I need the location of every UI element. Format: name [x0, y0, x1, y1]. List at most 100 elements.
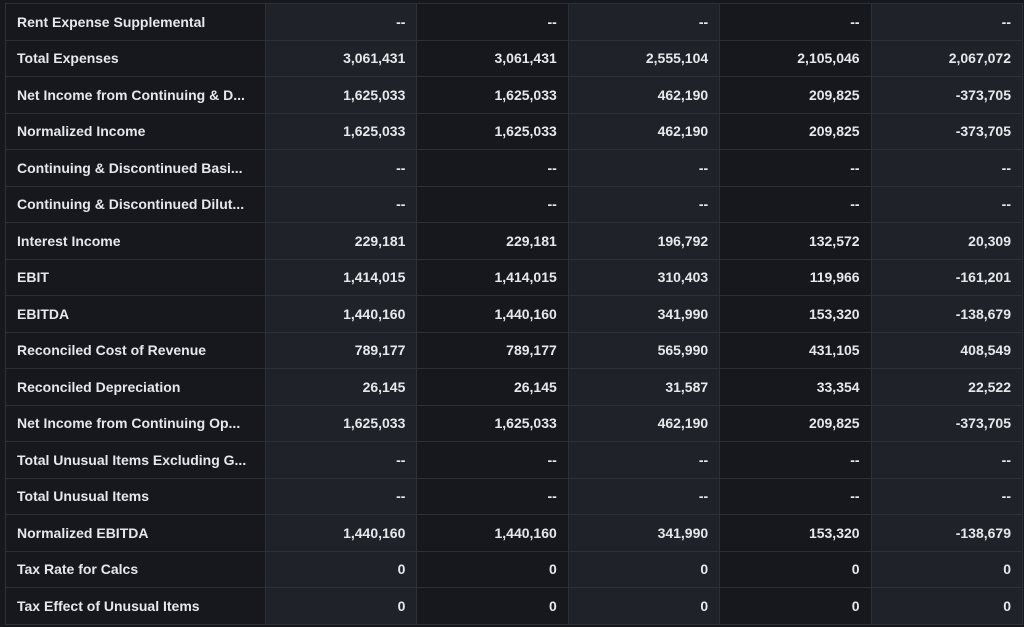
- row-label: Total Unusual Items Excluding G...: [5, 441, 266, 479]
- value-cell: -161,201: [870, 258, 1024, 296]
- value-cell: 0: [567, 550, 721, 588]
- row-label: EBITDA: [5, 295, 266, 333]
- value-cell: --: [870, 3, 1024, 41]
- value-cell: --: [416, 149, 569, 187]
- value-cell: 26,145: [264, 368, 418, 406]
- row-label: Tax Rate for Calcs: [5, 550, 266, 588]
- table-row: Continuing & Discontinued Dilut... -- -- --…: [5, 185, 1024, 223]
- value-cell: --: [416, 477, 569, 515]
- row-label: Rent Expense Supplemental: [5, 3, 266, 41]
- table-row: Net Income from Continuing & D... 1,625,0…: [5, 76, 1024, 114]
- row-label: Normalized Income: [5, 112, 266, 150]
- value-cell: --: [719, 149, 872, 187]
- table-row: Total Unusual Items Excluding G... -- -- --…: [5, 441, 1024, 479]
- table-row: Continuing & Discontinued Basi... -- -- -- -…: [5, 149, 1024, 187]
- value-cell: 0: [416, 587, 569, 625]
- value-cell: -373,705: [870, 76, 1024, 114]
- value-cell: --: [870, 441, 1024, 479]
- value-cell: --: [870, 477, 1024, 515]
- value-cell: --: [416, 185, 569, 223]
- table-row: Reconciled Depreciation 26,145 26,145 31,58…: [5, 368, 1024, 406]
- value-cell: 2,105,046: [719, 39, 872, 77]
- table-row: Reconciled Cost of Revenue 789,177 789,177…: [5, 331, 1024, 369]
- value-cell: 462,190: [567, 404, 721, 442]
- value-cell: 1,625,033: [264, 112, 418, 150]
- table-row: Tax Rate for Calcs 0 0 0 0 0: [5, 550, 1024, 588]
- value-cell: 209,825: [719, 404, 872, 442]
- value-cell: 0: [416, 550, 569, 588]
- value-cell: --: [719, 3, 872, 41]
- table-row: Total Unusual Items -- -- -- -- --: [5, 477, 1024, 515]
- row-label: Net Income from Continuing & D...: [5, 76, 266, 114]
- row-label: Total Expenses: [5, 39, 266, 77]
- table-row: Tax Effect of Unusual Items 0 0 0 0 0: [5, 587, 1024, 625]
- value-cell: 1,440,160: [416, 295, 569, 333]
- value-cell: --: [264, 185, 418, 223]
- table-row: EBITDA 1,440,160 1,440,160 341,990 153,320 -1…: [5, 295, 1024, 333]
- value-cell: 341,990: [567, 295, 721, 333]
- value-cell: --: [567, 441, 721, 479]
- value-cell: --: [719, 185, 872, 223]
- value-cell: 132,572: [719, 222, 872, 260]
- value-cell: --: [567, 149, 721, 187]
- value-cell: --: [264, 3, 418, 41]
- row-label: Interest Income: [5, 222, 266, 260]
- table-row: Normalized EBITDA 1,440,160 1,440,160 341,9…: [5, 514, 1024, 552]
- value-cell: -373,705: [870, 112, 1024, 150]
- value-cell: 1,440,160: [416, 514, 569, 552]
- value-cell: 22,522: [870, 368, 1024, 406]
- value-cell: 1,625,033: [264, 404, 418, 442]
- value-cell: 341,990: [567, 514, 721, 552]
- value-cell: 3,061,431: [264, 39, 418, 77]
- value-cell: --: [264, 149, 418, 187]
- row-label: EBIT: [5, 258, 266, 296]
- value-cell: -373,705: [870, 404, 1024, 442]
- value-cell: 196,792: [567, 222, 721, 260]
- value-cell: 789,177: [416, 331, 569, 369]
- financials-table: Rent Expense Supplemental -- -- -- -- -- Total…: [5, 3, 1024, 625]
- value-cell: 1,414,015: [264, 258, 418, 296]
- value-cell: --: [416, 3, 569, 41]
- value-cell: 0: [264, 587, 418, 625]
- value-cell: 462,190: [567, 76, 721, 114]
- value-cell: 2,067,072: [870, 39, 1024, 77]
- value-cell: 1,625,033: [264, 76, 418, 114]
- row-label: Reconciled Cost of Revenue: [5, 331, 266, 369]
- value-cell: -138,679: [870, 295, 1024, 333]
- value-cell: 408,549: [870, 331, 1024, 369]
- value-cell: 0: [719, 550, 872, 588]
- value-cell: 1,440,160: [264, 295, 418, 333]
- value-cell: 229,181: [416, 222, 569, 260]
- row-label: Reconciled Depreciation: [5, 368, 266, 406]
- value-cell: 0: [719, 587, 872, 625]
- value-cell: 31,587: [567, 368, 721, 406]
- value-cell: 0: [264, 550, 418, 588]
- value-cell: --: [870, 185, 1024, 223]
- value-cell: 431,105: [719, 331, 872, 369]
- value-cell: 1,625,033: [416, 112, 569, 150]
- value-cell: 2,555,104: [567, 39, 721, 77]
- value-cell: --: [567, 185, 721, 223]
- value-cell: 1,625,033: [416, 76, 569, 114]
- row-label: Total Unusual Items: [5, 477, 266, 515]
- value-cell: 789,177: [264, 331, 418, 369]
- value-cell: 310,403: [567, 258, 721, 296]
- row-label: Tax Effect of Unusual Items: [5, 587, 266, 625]
- value-cell: --: [870, 149, 1024, 187]
- value-cell: --: [719, 441, 872, 479]
- row-label: Continuing & Discontinued Dilut...: [5, 185, 266, 223]
- value-cell: --: [567, 477, 721, 515]
- value-cell: --: [264, 441, 418, 479]
- value-cell: 153,320: [719, 514, 872, 552]
- value-cell: 209,825: [719, 112, 872, 150]
- value-cell: --: [719, 477, 872, 515]
- value-cell: 0: [870, 550, 1024, 588]
- value-cell: --: [264, 477, 418, 515]
- table-row: Rent Expense Supplemental -- -- -- -- --: [5, 3, 1024, 41]
- value-cell: 153,320: [719, 295, 872, 333]
- value-cell: --: [567, 3, 721, 41]
- value-cell: 1,440,160: [264, 514, 418, 552]
- value-cell: 33,354: [719, 368, 872, 406]
- value-cell: 229,181: [264, 222, 418, 260]
- row-label: Continuing & Discontinued Basi...: [5, 149, 266, 187]
